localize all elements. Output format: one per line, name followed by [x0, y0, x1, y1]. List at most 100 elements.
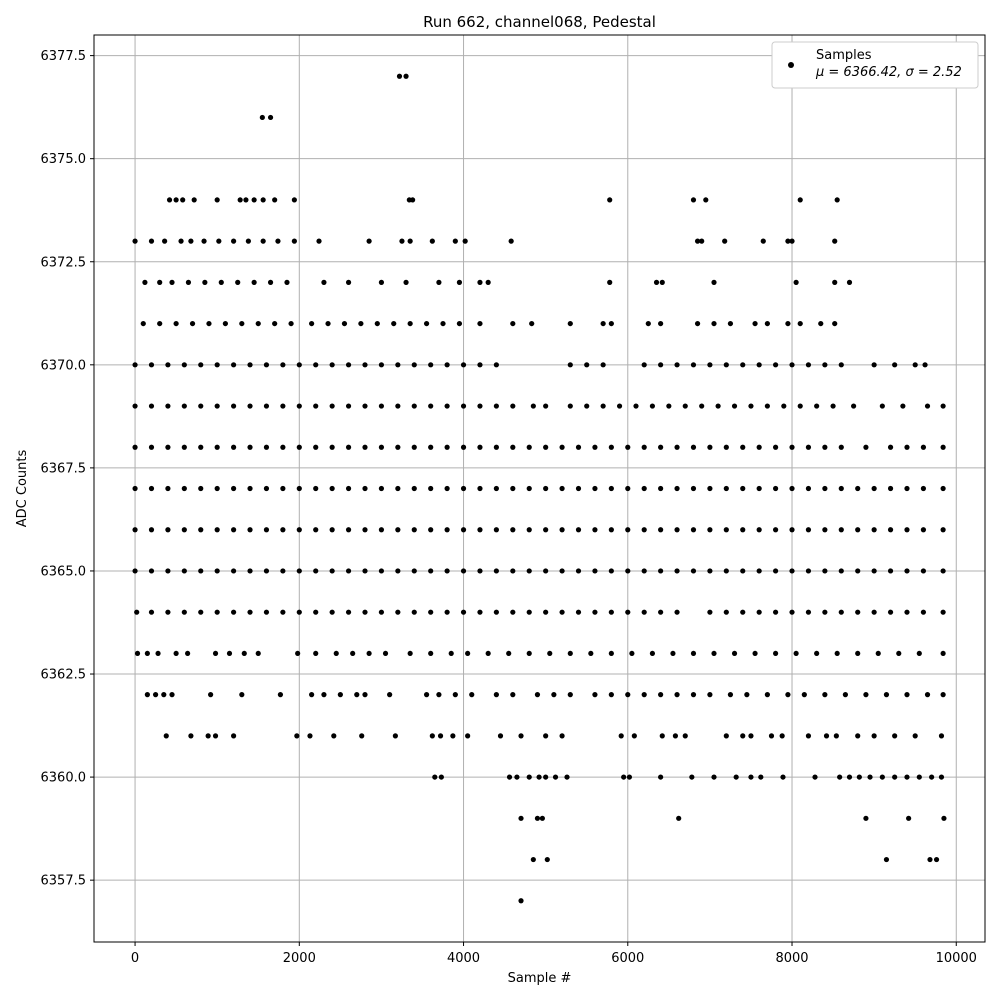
data-point [920, 568, 927, 574]
data-point [608, 444, 614, 450]
data-point [255, 320, 261, 327]
data-point [940, 609, 946, 615]
data-point [140, 320, 146, 327]
data-point [711, 320, 717, 327]
data-point [198, 444, 204, 450]
data-point [493, 527, 499, 533]
data-point [772, 650, 779, 657]
data-point [374, 320, 380, 327]
data-point [245, 238, 251, 244]
data-point [608, 527, 614, 533]
data-point [837, 774, 843, 780]
data-point [345, 362, 352, 368]
data-point [592, 609, 598, 615]
data-point [295, 650, 301, 657]
data-point [814, 650, 820, 657]
data-point [510, 527, 516, 533]
data-point [460, 485, 467, 492]
data-point [329, 609, 335, 615]
data-point [740, 527, 746, 533]
data-point [559, 527, 565, 533]
legend: Samples μ = 6366.42, σ = 2.52 [771, 41, 979, 89]
data-point [887, 485, 894, 492]
data-point [165, 403, 171, 409]
data-point [191, 197, 197, 203]
data-point [723, 362, 729, 368]
data-point [933, 856, 940, 863]
data-point [789, 485, 795, 492]
data-point [659, 279, 665, 285]
data-point [465, 650, 471, 657]
data-point [740, 609, 746, 615]
legend-box [771, 41, 979, 89]
data-point [173, 197, 179, 203]
data-point [727, 692, 734, 698]
data-point [584, 362, 590, 368]
data-point [403, 279, 409, 285]
data-point [477, 279, 483, 285]
data-point [205, 733, 211, 739]
data-point [871, 362, 877, 368]
data-point [165, 527, 171, 533]
data-point [658, 527, 664, 533]
data-point [188, 238, 194, 244]
data-point [206, 320, 212, 327]
data-point [723, 733, 729, 739]
data-point [493, 609, 499, 615]
data-point [871, 527, 877, 533]
data-point [567, 320, 573, 327]
data-point [567, 362, 573, 368]
data-point [822, 485, 828, 492]
data-point [855, 568, 861, 574]
data-point [460, 568, 467, 574]
data-point [822, 527, 828, 533]
data-point [181, 444, 187, 450]
data-point [477, 362, 483, 368]
data-point [460, 403, 467, 409]
data-point [658, 444, 664, 450]
data-point [543, 733, 549, 739]
data-point [132, 568, 138, 574]
data-point [423, 320, 430, 327]
data-point [526, 485, 532, 492]
data-point [448, 650, 454, 657]
data-point [526, 444, 532, 450]
data-point [181, 568, 187, 574]
data-point [214, 403, 220, 409]
data-point [510, 609, 516, 615]
data-point [789, 527, 795, 533]
data-point [263, 444, 270, 450]
data-point [321, 279, 327, 285]
data-point [395, 609, 401, 615]
data-point [940, 692, 946, 698]
y-tick-label: 6375.0 [41, 152, 87, 167]
data-point [428, 403, 434, 409]
y-axis-label: ADC Counts [15, 450, 30, 528]
data-point [760, 238, 766, 244]
data-point [756, 362, 762, 368]
data-point [428, 485, 434, 492]
data-point [785, 692, 791, 698]
data-point [672, 733, 679, 739]
data-point [536, 774, 542, 780]
x-axis-label: Sample # [508, 971, 572, 986]
data-point [534, 692, 541, 698]
data-point [940, 485, 946, 492]
data-point [148, 238, 155, 244]
data-point [592, 485, 598, 492]
data-point [214, 527, 220, 533]
data-point [879, 403, 885, 409]
data-point [444, 609, 450, 615]
data-point [756, 609, 762, 615]
data-point [165, 568, 171, 574]
data-point [658, 568, 664, 574]
data-point [904, 568, 910, 574]
data-point [608, 485, 614, 492]
data-point [440, 320, 446, 327]
data-point [929, 774, 935, 780]
data-point [378, 568, 385, 574]
data-point [309, 320, 315, 327]
data-point [429, 733, 435, 739]
data-point [444, 444, 450, 450]
data-point [834, 197, 840, 203]
